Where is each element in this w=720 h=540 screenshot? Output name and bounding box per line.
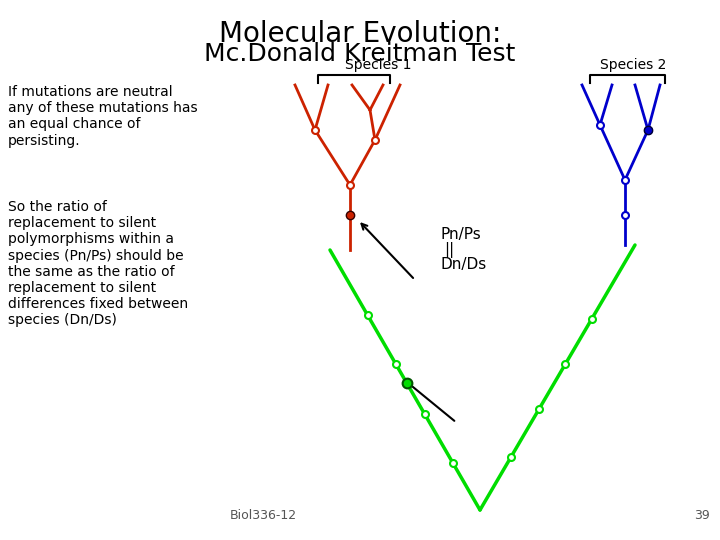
Text: Species 2: Species 2: [600, 58, 667, 72]
Text: Dn/Ds: Dn/Ds: [440, 258, 486, 273]
Text: Mc.Donald Kreitman Test: Mc.Donald Kreitman Test: [204, 42, 516, 66]
Text: Biol336-12: Biol336-12: [230, 509, 297, 522]
Text: Species 1: Species 1: [345, 58, 412, 72]
Text: If mutations are neutral
any of these mutations has
an equal chance of
persistin: If mutations are neutral any of these mu…: [8, 85, 197, 147]
Text: ||: ||: [444, 242, 454, 258]
Text: 39: 39: [694, 509, 710, 522]
Text: Molecular Evolution:: Molecular Evolution:: [219, 20, 501, 48]
Text: Pn/Ps: Pn/Ps: [440, 227, 481, 242]
Text: So the ratio of
replacement to silent
polymorphisms within a
species (Pn/Ps) sho: So the ratio of replacement to silent po…: [8, 200, 188, 327]
